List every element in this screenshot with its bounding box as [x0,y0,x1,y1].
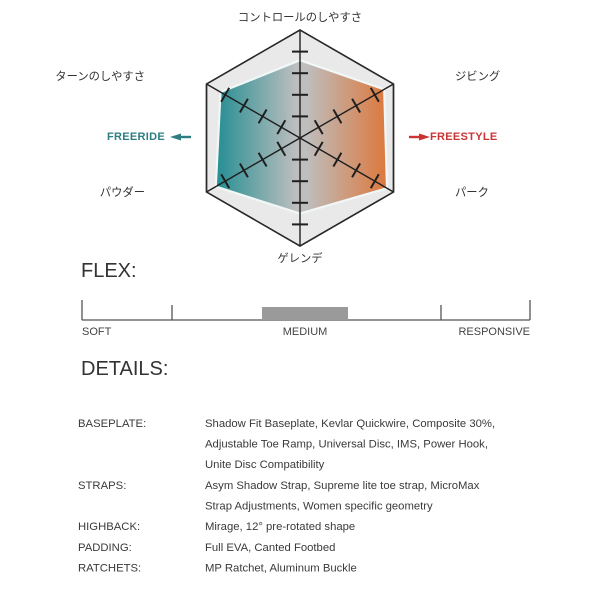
svg-text:RATCHETS:: RATCHETS: [78,562,141,574]
svg-text:HIGHBACK:: HIGHBACK: [78,521,140,533]
svg-text:BASEPLATE:: BASEPLATE: [78,418,146,430]
svg-text:Strap Adjustments, Women speci: Strap Adjustments, Women specific geomet… [205,501,433,513]
svg-text:Asym Shadow Strap, Supreme lit: Asym Shadow Strap, Supreme lite toe stra… [205,480,480,492]
svg-text:Unite Disc Compatibility: Unite Disc Compatibility [205,459,325,471]
svg-text:STRAPS:: STRAPS: [78,480,126,492]
svg-text:MP Ratchet, Aluminum Buckle: MP Ratchet, Aluminum Buckle [205,562,357,574]
svg-text:Mirage, 12° pre-rotated shape: Mirage, 12° pre-rotated shape [205,521,355,533]
svg-text:Full EVA, Canted Footbed: Full EVA, Canted Footbed [205,542,335,554]
svg-text:Adjustable Toe Ramp, Universal: Adjustable Toe Ramp, Universal Disc, IMS… [205,439,488,451]
svg-text:Shadow Fit Baseplate, Kevlar Q: Shadow Fit Baseplate, Kevlar Quickwire, … [205,418,495,430]
svg-text:PADDING:: PADDING: [78,542,132,554]
